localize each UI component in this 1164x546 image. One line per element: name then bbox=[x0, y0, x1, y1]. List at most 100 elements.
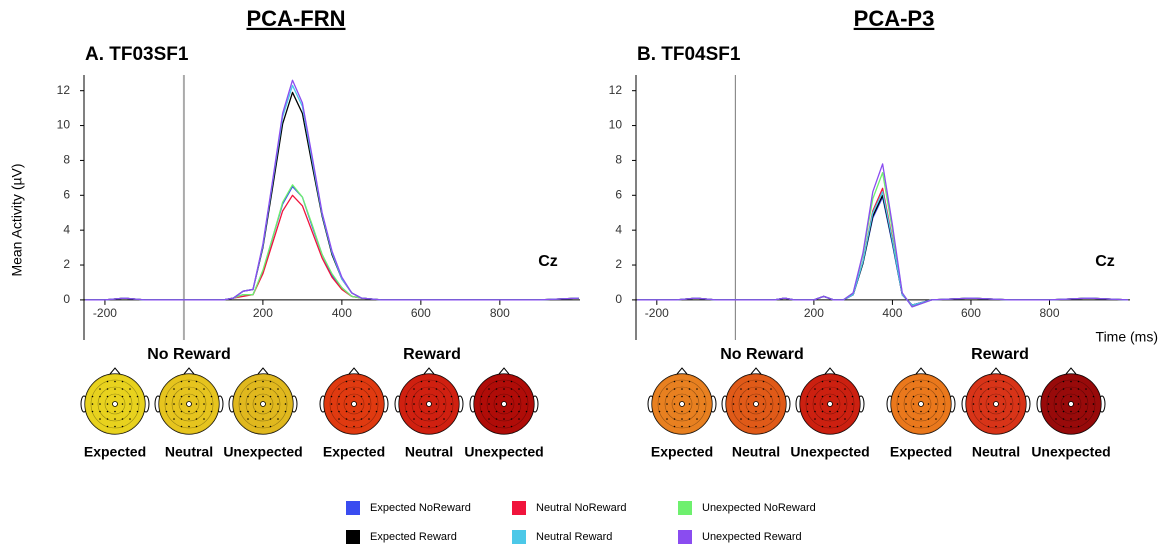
topomap-contour bbox=[97, 386, 133, 422]
y-axis-label: Mean Activity (µV) bbox=[9, 163, 25, 276]
electrode bbox=[821, 388, 824, 390]
electrode bbox=[180, 425, 183, 428]
electrode bbox=[247, 395, 249, 398]
electrode bbox=[995, 380, 997, 383]
electrode bbox=[897, 403, 900, 405]
electrode bbox=[277, 410, 279, 413]
electrode bbox=[666, 418, 668, 420]
electrode bbox=[269, 380, 272, 383]
electrode bbox=[806, 395, 809, 398]
electrode bbox=[188, 388, 190, 390]
electrode bbox=[518, 410, 520, 413]
series-line bbox=[85, 185, 579, 301]
x-axis-label: Time (ms) bbox=[1096, 329, 1158, 345]
electrode bbox=[239, 410, 242, 413]
electrode bbox=[345, 425, 348, 428]
electrode bbox=[488, 410, 490, 413]
electrode bbox=[106, 395, 109, 398]
electrode bbox=[836, 425, 839, 428]
legend-swatch bbox=[346, 501, 360, 515]
electrode bbox=[360, 410, 363, 413]
electrode bbox=[277, 388, 279, 390]
electrode bbox=[375, 403, 378, 405]
electrode bbox=[1002, 380, 1005, 383]
electrode bbox=[338, 410, 340, 413]
electrode bbox=[247, 410, 249, 413]
electrode bbox=[762, 418, 765, 420]
electrode bbox=[420, 410, 423, 413]
electrode bbox=[673, 403, 676, 405]
electrode bbox=[995, 395, 997, 398]
y-tick-label: 8 bbox=[615, 153, 622, 167]
electrode bbox=[269, 418, 272, 420]
topomap-contour bbox=[486, 386, 522, 422]
electrode bbox=[284, 395, 287, 398]
electrode bbox=[106, 380, 109, 383]
topomap-group-label: Reward bbox=[403, 346, 461, 363]
electrode bbox=[703, 395, 706, 398]
electrode bbox=[755, 395, 757, 398]
electrode bbox=[353, 410, 355, 413]
electrode bbox=[1062, 403, 1065, 405]
electrode bbox=[510, 410, 513, 413]
electrode bbox=[525, 403, 528, 405]
electrode bbox=[777, 403, 780, 405]
electrode bbox=[1077, 380, 1080, 383]
topomap-contour bbox=[657, 379, 707, 429]
electrode bbox=[1055, 395, 1057, 398]
electrode bbox=[897, 395, 900, 398]
electrode bbox=[844, 410, 846, 413]
electrode bbox=[428, 410, 430, 413]
electrode bbox=[495, 395, 498, 398]
electrode bbox=[488, 418, 490, 420]
electrode bbox=[762, 380, 765, 383]
electrode bbox=[121, 380, 124, 383]
electrode bbox=[510, 418, 513, 420]
legend-label: Unexpected Reward bbox=[702, 531, 802, 543]
electrode bbox=[770, 388, 772, 390]
electrode bbox=[503, 388, 505, 390]
electrode bbox=[450, 395, 453, 398]
y-tick-label: 10 bbox=[57, 118, 71, 132]
electrode-cz bbox=[260, 401, 266, 407]
topomap-contour bbox=[329, 379, 379, 429]
legend-label: Neutral Reward bbox=[536, 531, 612, 543]
electrode bbox=[91, 395, 94, 398]
electrode bbox=[106, 388, 109, 390]
electrode bbox=[121, 418, 124, 420]
electrode bbox=[353, 388, 355, 390]
topomap-nose bbox=[183, 367, 195, 375]
electrode bbox=[987, 388, 990, 390]
electrode bbox=[688, 403, 691, 405]
electrode bbox=[413, 410, 415, 413]
electrode bbox=[762, 403, 765, 405]
electrode bbox=[1002, 403, 1005, 405]
electrode bbox=[814, 388, 816, 390]
panel-title: B. TF04SF1 bbox=[637, 44, 741, 65]
electrode bbox=[91, 403, 94, 405]
electrode bbox=[1062, 418, 1065, 420]
electrode bbox=[905, 418, 907, 420]
electrode bbox=[836, 380, 839, 383]
electrode bbox=[195, 395, 198, 398]
electrode bbox=[129, 403, 131, 405]
electrode bbox=[1010, 403, 1012, 405]
electrode bbox=[681, 395, 683, 398]
electrode bbox=[269, 395, 272, 398]
electrode bbox=[99, 410, 101, 413]
electrode bbox=[1010, 410, 1012, 413]
electrode bbox=[368, 418, 370, 420]
electrode bbox=[428, 425, 430, 428]
electrode bbox=[173, 395, 175, 398]
electrode bbox=[673, 418, 676, 420]
electrode bbox=[1062, 380, 1065, 383]
electrode bbox=[428, 388, 430, 390]
electrode bbox=[980, 418, 982, 420]
y-tick-label: 6 bbox=[63, 187, 70, 201]
electrode bbox=[173, 388, 175, 390]
topomap-label: Expected bbox=[323, 444, 385, 460]
topomap-label: Expected bbox=[84, 444, 146, 460]
electrode bbox=[1017, 395, 1020, 398]
topomap-label: Unexpected bbox=[1031, 444, 1110, 460]
electrode bbox=[905, 403, 907, 405]
